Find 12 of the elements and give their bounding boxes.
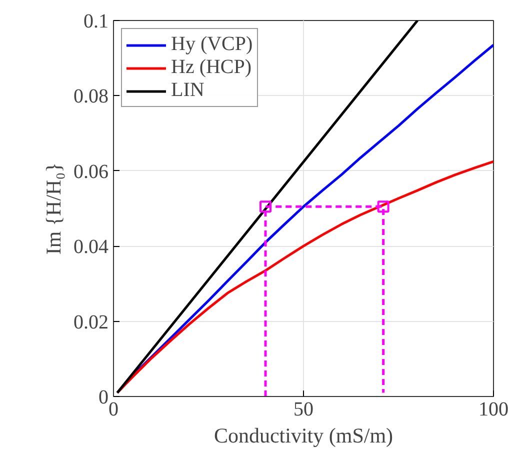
legend-label: Hy (VCP): [171, 33, 253, 56]
y-tick-label: 0.02: [74, 311, 108, 334]
y-tick-label: 0.08: [74, 86, 108, 108]
y-axis-title: Im {H/H₀}: [42, 162, 66, 255]
y-tick-label: 0.06: [74, 160, 108, 183]
x-tick-label: 100: [478, 398, 508, 420]
legend-label: LIN: [171, 79, 204, 102]
x-axis-title: Conductivity (mS/m): [214, 424, 394, 448]
y-tick-label: 0.1: [84, 10, 108, 32]
legend-label: Hz (HCP): [171, 56, 252, 79]
x-tick-label: 50: [294, 398, 314, 420]
y-tick-label: 0.04: [74, 236, 108, 258]
